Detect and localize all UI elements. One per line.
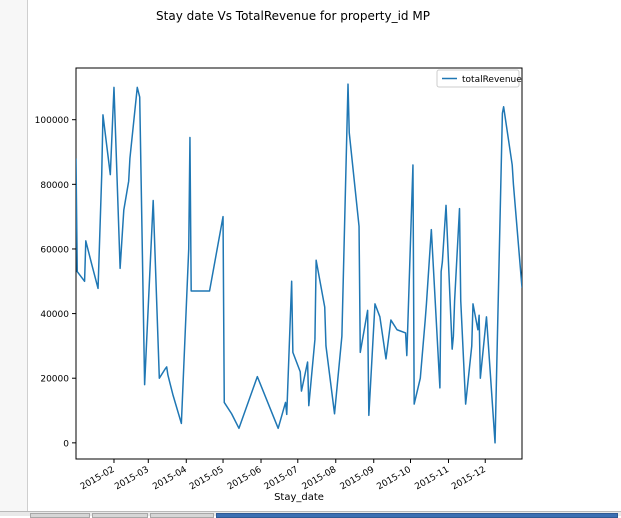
taskbar-item[interactable] — [150, 513, 214, 518]
y-tick-label: 80000 — [40, 181, 69, 191]
x-tick-label: 2015-08 — [301, 465, 339, 493]
y-tick-label: 0 — [63, 439, 69, 449]
legend: totalRevenue — [436, 69, 522, 88]
x-tick-label: 2015-04 — [151, 465, 189, 493]
y-tick-label: 40000 — [40, 310, 69, 320]
chart-title: Stay date Vs TotalRevenue for property_i… — [156, 9, 430, 23]
x-tick-label: 2015-07 — [263, 465, 301, 492]
legend-label-totalrevenue: totalRevenue — [462, 75, 522, 85]
x-tick-label: 2015-11 — [413, 465, 451, 492]
x-axis-label: Stay_date — [274, 492, 324, 503]
taskbar-item[interactable] — [30, 513, 90, 518]
taskbar-item-active[interactable] — [216, 513, 618, 518]
taskbar-item[interactable] — [92, 513, 148, 518]
x-tick-label: 2015-02 — [79, 465, 117, 492]
series-layer — [76, 83, 522, 444]
left-gutter — [0, 0, 28, 512]
series-line-totalrevenue — [76, 83, 522, 444]
legend-box — [436, 69, 520, 88]
bottom-taskbar — [0, 511, 621, 518]
x-tick-label: 2015-10 — [375, 465, 413, 493]
y-tick-label: 20000 — [40, 375, 69, 385]
x-tick-label: 2015-12 — [450, 465, 488, 492]
x-tick-label: 2015-06 — [226, 465, 264, 493]
x-tick-label: 2015-09 — [339, 465, 377, 493]
x-tick-label: 2015-05 — [188, 465, 226, 492]
y-tick-label: 60000 — [40, 245, 69, 255]
y-axis: 0 20000 40000 60000 80000 100000 — [35, 116, 76, 449]
x-tick-label: 2015-03 — [113, 465, 151, 492]
y-tick-label: 100000 — [35, 116, 70, 126]
